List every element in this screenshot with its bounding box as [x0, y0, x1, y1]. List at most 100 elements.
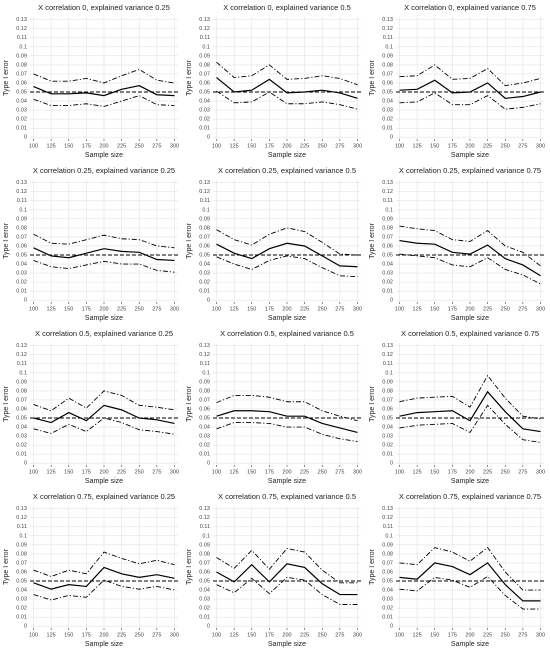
x-tick-label: 125 [47, 632, 56, 638]
x-tick-label: 275 [152, 469, 161, 475]
y-tick-label: 0.03 [199, 597, 210, 603]
y-axis-label: Type I error [3, 385, 10, 421]
y-tick-label: 0.02 [382, 117, 393, 123]
series-line [216, 547, 358, 584]
x-tick-label: 150 [430, 143, 439, 149]
y-tick-label: 0 [24, 461, 27, 467]
x-tick-label: 100 [212, 632, 221, 638]
x-tick-label: 275 [518, 632, 527, 638]
panel-title: X correlation 0, explained variance 0.25 [38, 3, 170, 12]
x-tick-label: 100 [212, 306, 221, 312]
series-line [399, 374, 541, 420]
x-tick-label: 175 [448, 632, 457, 638]
x-tick-label: 125 [230, 469, 239, 475]
series-line [33, 233, 175, 249]
y-tick-label: 0.12 [199, 352, 210, 358]
x-tick-label: 150 [247, 469, 256, 475]
y-tick-label: 0.1 [385, 533, 393, 539]
x-tick-label: 225 [117, 469, 126, 475]
x-tick-label: 300 [536, 306, 545, 312]
y-tick-label: 0.08 [16, 225, 27, 231]
y-tick-label: 0.11 [383, 35, 393, 41]
y-tick-label: 0.05 [199, 252, 210, 258]
x-tick-label: 100 [212, 469, 221, 475]
panel-title: X correlation 0.5, explained variance 0.… [220, 329, 354, 338]
x-tick-label: 175 [265, 143, 274, 149]
y-tick-label: 0.08 [199, 225, 210, 231]
series-line [216, 255, 358, 278]
y-tick-label: 0.11 [200, 524, 210, 530]
y-tick-label: 0.06 [382, 243, 393, 249]
y-axis-label: Type I error [369, 548, 376, 584]
y-tick-label: 0.13 [16, 343, 27, 349]
y-tick-label: 0.08 [16, 551, 27, 557]
y-tick-label: 0 [390, 298, 393, 304]
x-axis-label: Sample size [85, 478, 123, 485]
y-tick-label: 0.02 [382, 443, 393, 449]
y-tick-label: 0.08 [16, 388, 27, 394]
x-tick-label: 300 [536, 469, 545, 475]
y-tick-label: 0.1 [385, 44, 393, 50]
series-line [216, 410, 358, 434]
y-axis-label: Type I error [186, 385, 193, 421]
x-tick-label: 175 [82, 632, 91, 638]
x-tick-label: 225 [483, 632, 492, 638]
x-tick-label: 250 [318, 469, 327, 475]
y-tick-label: 0.09 [16, 53, 27, 59]
x-tick-label: 150 [64, 306, 73, 312]
series-line [399, 575, 541, 610]
y-tick-label: 0.04 [199, 261, 210, 267]
x-tick-label: 200 [465, 632, 474, 638]
x-tick-label: 100 [29, 469, 38, 475]
y-tick-label: 0.05 [382, 578, 393, 584]
x-tick-label: 225 [483, 469, 492, 475]
x-tick-label: 100 [29, 306, 38, 312]
panel-title: X correlation 0.5, explained variance 0.… [35, 329, 173, 338]
y-tick-label: 0.13 [382, 343, 393, 349]
y-tick-label: 0 [207, 135, 210, 141]
y-tick-label: 0.1 [202, 44, 210, 50]
y-tick-label: 0.07 [16, 397, 27, 403]
y-tick-label: 0.13 [382, 180, 393, 186]
y-axis-label: Type I error [369, 385, 376, 421]
y-tick-label: 0.04 [16, 424, 27, 430]
y-tick-label: 0.01 [382, 289, 393, 295]
y-tick-label: 0.05 [382, 415, 393, 421]
y-tick-label: 0.1 [19, 533, 27, 539]
x-tick-label: 250 [501, 143, 510, 149]
y-tick-label: 0.04 [382, 261, 393, 267]
y-tick-label: 0.06 [199, 243, 210, 249]
y-tick-label: 0.12 [382, 352, 393, 358]
y-tick-label: 0.1 [19, 44, 27, 50]
y-tick-label: 0.01 [16, 126, 27, 132]
x-axis-label: Sample size [451, 478, 489, 485]
y-tick-label: 0.03 [16, 597, 27, 603]
x-tick-label: 250 [135, 306, 144, 312]
x-tick-label: 275 [152, 143, 161, 149]
series-line [33, 247, 175, 262]
y-tick-label: 0.04 [199, 98, 210, 104]
y-tick-label: 0.07 [199, 234, 210, 240]
y-tick-label: 0.11 [17, 524, 27, 530]
series-line [33, 390, 175, 412]
series-line [33, 95, 175, 107]
y-tick-label: 0.11 [383, 198, 393, 204]
series-line [33, 417, 175, 435]
x-tick-label: 175 [265, 469, 274, 475]
x-tick-label: 275 [518, 469, 527, 475]
panel-title: X correlation 0, explained variance 0.75 [404, 3, 536, 12]
panel-title: X correlation 0.25, explained variance 0… [218, 166, 356, 175]
panel-title: X correlation 0.25, explained variance 0… [33, 166, 175, 175]
x-tick-label: 250 [135, 632, 144, 638]
x-axis-label: Sample size [268, 315, 306, 322]
y-tick-label: 0.05 [16, 415, 27, 421]
panel-title: X correlation 0.25, explained variance 0… [399, 166, 541, 175]
y-tick-label: 0.12 [382, 26, 393, 32]
y-tick-label: 0.11 [383, 361, 393, 367]
y-tick-label: 0.12 [199, 515, 210, 521]
y-tick-label: 0.01 [16, 452, 27, 458]
x-tick-label: 125 [413, 632, 422, 638]
y-tick-label: 0.08 [382, 551, 393, 557]
y-tick-label: 0.07 [199, 560, 210, 566]
